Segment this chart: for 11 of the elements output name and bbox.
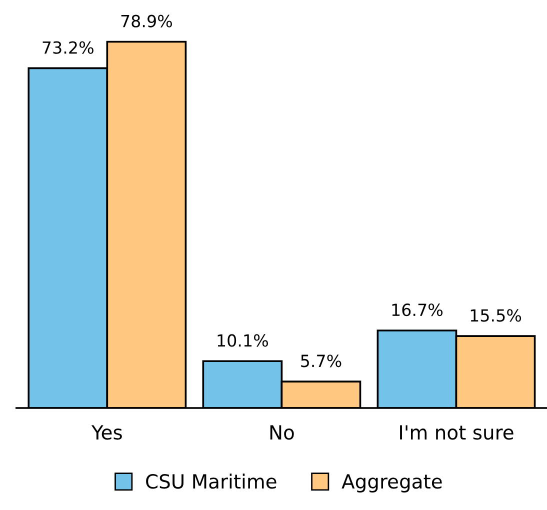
legend-label: Aggregate: [342, 474, 442, 492]
data-label: 15.5%: [470, 309, 522, 322]
legend-label: CSU Maritime: [146, 474, 276, 489]
x-tick-label: Yes: [91, 425, 122, 440]
x-tick-label: No: [270, 425, 294, 440]
data-label: 5.7%: [301, 354, 342, 368]
data-label: 73.2%: [42, 41, 94, 54]
x-tick-label: I'm not sure: [400, 425, 514, 440]
data-label: 78.9%: [121, 14, 172, 28]
data-label: 10.1%: [218, 334, 268, 347]
data-label: 16.7%: [392, 304, 443, 316]
